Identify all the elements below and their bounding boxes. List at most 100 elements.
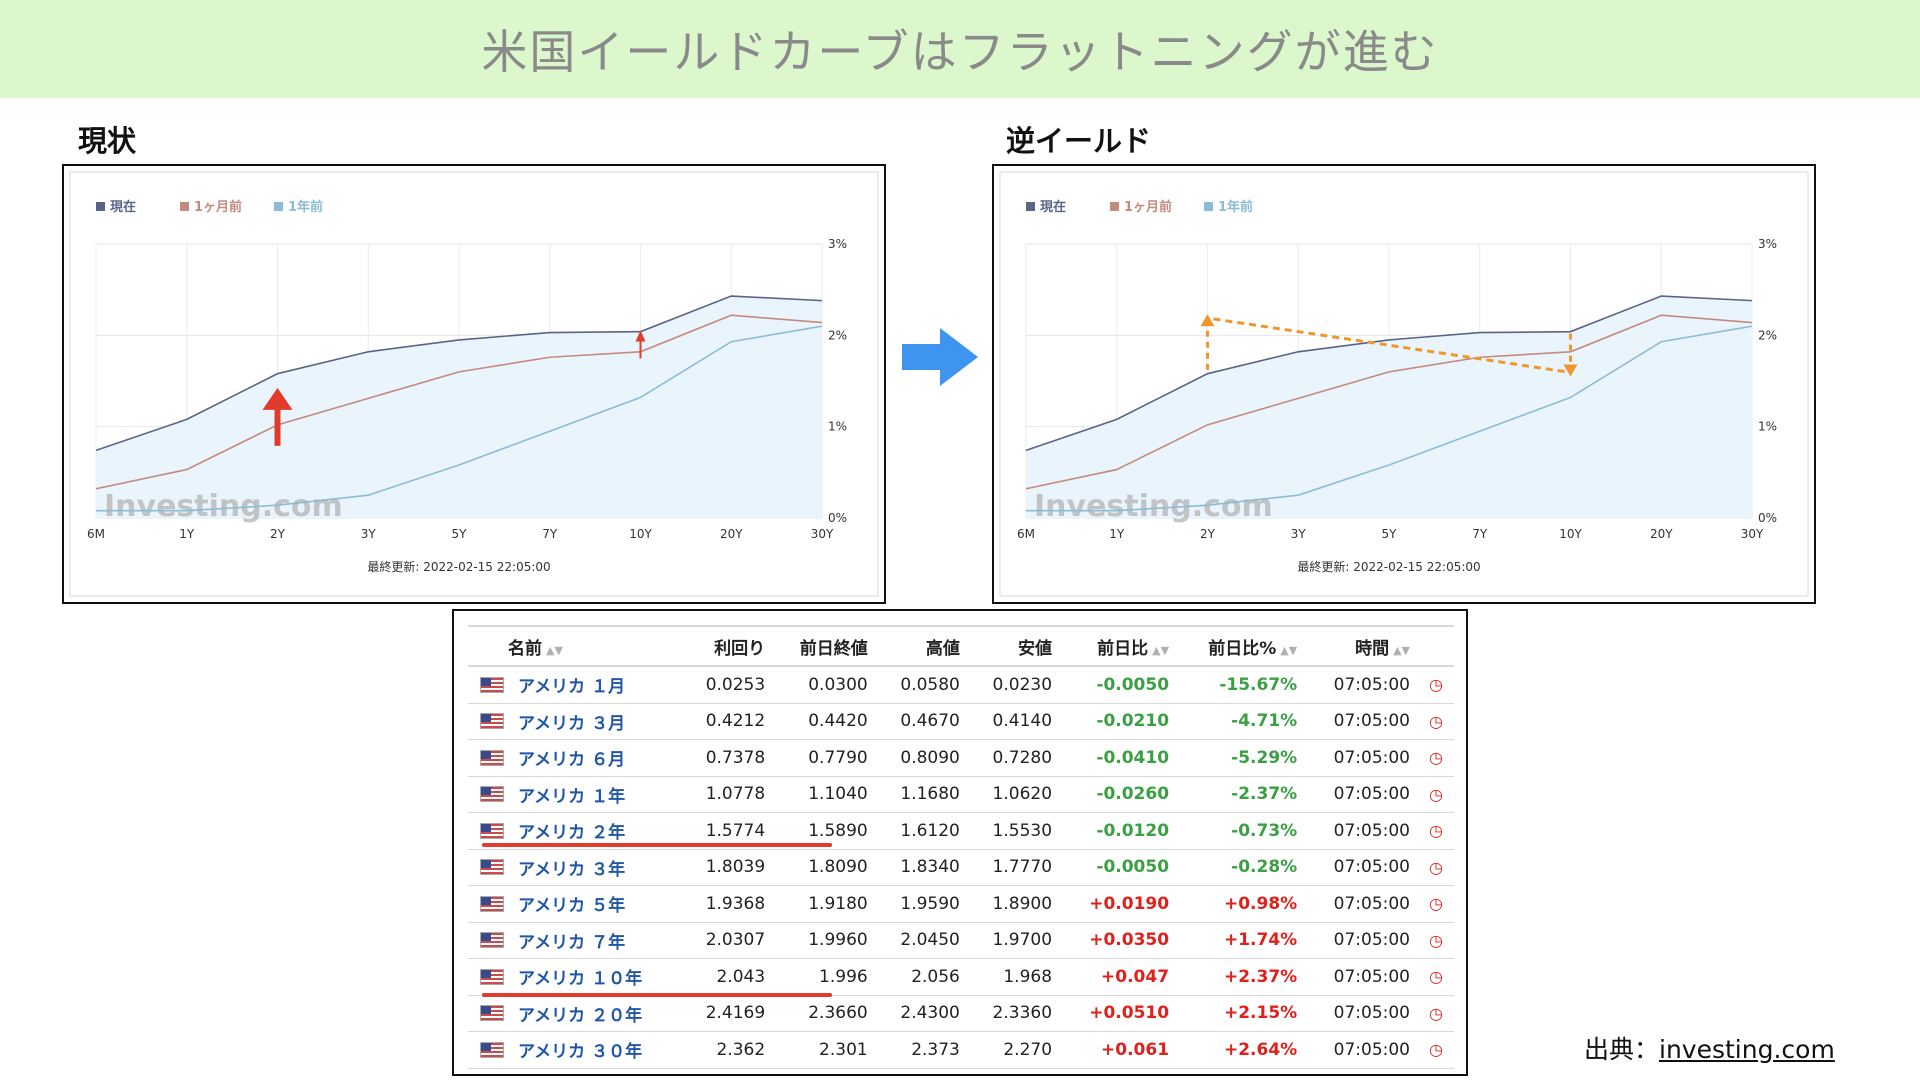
- table-row[interactable]: アメリカ １月 0.0253 0.0300 0.0580 0.0230 -0.0050 -1…: [468, 666, 1454, 704]
- legend-swatch: [1110, 202, 1119, 211]
- col-header-high: 高値: [875, 625, 968, 667]
- table-row[interactable]: アメリカ ７年 2.0307 1.9960 2.0450 1.9700 +0.0350 +1…: [468, 922, 1454, 959]
- y-tick-label: 0%: [1758, 511, 1777, 525]
- series-line: [95, 314, 823, 490]
- yield-cell: 0.0253: [681, 666, 774, 704]
- us-flag-icon: [480, 676, 504, 693]
- us-flag-icon: [480, 1005, 504, 1022]
- change-pct-cell: -0.73%: [1177, 812, 1306, 850]
- clock-icon: ◷: [1418, 922, 1454, 959]
- sort-icon[interactable]: ▲▼: [1393, 643, 1410, 657]
- prev-close-cell: 2.301: [773, 1031, 876, 1069]
- yield-cell: 2.4169: [681, 995, 774, 1032]
- bond-name-link[interactable]: アメリカ ７年: [510, 922, 682, 959]
- prev-close-cell: 0.4420: [773, 703, 876, 740]
- bond-name-link[interactable]: アメリカ ３０年: [510, 1031, 682, 1069]
- bond-name-link[interactable]: アメリカ １０年: [510, 958, 682, 996]
- x-tick-label: 6M: [87, 527, 105, 541]
- col-header-prev-close: 前日終値: [773, 625, 876, 667]
- high-cell: 2.373: [875, 1031, 968, 1069]
- low-cell: 1.5530: [967, 812, 1061, 850]
- high-cell: 2.056: [875, 958, 968, 996]
- time-cell: 07:05:00: [1305, 995, 1418, 1032]
- yield-table: 名前 ▲▼ 利回り 前日終値 高値 安値 前日比 ▲▼ 前日比% ▲▼ 時間 ▲▼ アメ…: [468, 625, 1454, 1069]
- bond-name-link[interactable]: アメリカ ３月: [510, 703, 682, 740]
- col-header-change[interactable]: 前日比 ▲▼: [1060, 625, 1178, 667]
- high-cell: 1.6120: [875, 812, 968, 850]
- y-tick-label: 1%: [1758, 420, 1777, 434]
- low-cell: 1.7770: [967, 849, 1061, 886]
- series-line: [96, 325, 823, 512]
- yield-cell: 2.0307: [681, 922, 774, 959]
- bond-name-link[interactable]: アメリカ ５年: [510, 885, 682, 923]
- x-tick-label: 2Y: [270, 527, 286, 541]
- flag-cell: [468, 922, 510, 959]
- col-header-name[interactable]: 名前 ▲▼: [468, 625, 682, 667]
- bond-name-link[interactable]: アメリカ ３年: [510, 849, 682, 886]
- high-cell: 0.8090: [875, 739, 968, 777]
- change-cell: -0.0210: [1060, 703, 1178, 740]
- yield-chart-inverted-svg: 現在 1ヶ月前 1年前 0% 1% 2% 3% Investing.com 6M 1Y 2Y 3Y 5Y…: [999, 171, 1809, 597]
- change-pct-cell: +1.74%: [1177, 922, 1306, 959]
- source-link[interactable]: investing.com: [1659, 1035, 1835, 1064]
- clock-icon: ◷: [1418, 703, 1454, 740]
- legend-swatch: [96, 202, 105, 211]
- sort-icon[interactable]: ▲▼: [1280, 643, 1298, 657]
- us-flag-icon: [480, 895, 504, 912]
- investing-watermark: Investing.com: [1034, 489, 1273, 524]
- clock-icon: ◷: [1418, 776, 1454, 813]
- change-pct-cell: -0.28%: [1177, 849, 1306, 886]
- legend-label: 現在: [110, 199, 136, 215]
- table-row[interactable]: アメリカ ３年 1.8039 1.8090 1.8340 1.7770 -0.0050 -0…: [468, 849, 1454, 886]
- flag-cell: [468, 776, 510, 813]
- col-header-change-pct[interactable]: 前日比% ▲▼: [1177, 625, 1306, 667]
- x-tick-label: 5Y: [452, 527, 468, 541]
- low-cell: 1.968: [967, 958, 1061, 996]
- col-header-time[interactable]: 時間 ▲▼: [1305, 625, 1418, 667]
- x-tick-label: 1Y: [1109, 527, 1125, 541]
- change-cell: +0.061: [1060, 1031, 1178, 1069]
- sort-icon[interactable]: ▲▼: [1152, 643, 1170, 657]
- table-row[interactable]: アメリカ １年 1.0778 1.1040 1.1680 1.0620 -0.0260 -2…: [468, 776, 1454, 813]
- table-row[interactable]: アメリカ ５年 1.9368 1.9180 1.9590 1.8900 +0.0190 +0…: [468, 885, 1454, 923]
- low-cell: 0.4140: [967, 703, 1061, 740]
- high-cell: 1.1680: [875, 776, 968, 813]
- yield-cell: 1.0778: [681, 776, 774, 813]
- time-cell: 07:05:00: [1305, 703, 1418, 740]
- table-row[interactable]: アメリカ ６月 0.7378 0.7790 0.8090 0.7280 -0.0410 -5…: [468, 739, 1454, 777]
- legend-swatch: [1026, 202, 1035, 211]
- col-header-yield: 利回り: [681, 625, 774, 667]
- series-line: [1025, 295, 1753, 452]
- table-row[interactable]: アメリカ ２０年 2.4169 2.3660 2.4300 2.3360 +0.0510 +…: [468, 995, 1454, 1032]
- low-cell: 0.0230: [967, 666, 1061, 704]
- time-cell: 07:05:00: [1305, 849, 1418, 886]
- arrowhead-up-icon: [1200, 314, 1215, 327]
- inverted-yield-label: 逆イールド: [1006, 124, 1152, 158]
- table-row[interactable]: アメリカ ３月 0.4212 0.4420 0.4670 0.4140 -0.0210 -4…: [468, 703, 1454, 740]
- bond-name-link[interactable]: アメリカ １年: [510, 776, 682, 813]
- x-tick-label: 5Y: [1382, 527, 1398, 541]
- up-arrow-10y-head-icon: [635, 330, 646, 342]
- change-pct-cell: +2.37%: [1177, 958, 1306, 996]
- change-cell: +0.0350: [1060, 922, 1178, 959]
- arrowhead-down-icon: [1563, 364, 1578, 377]
- bond-name-link[interactable]: アメリカ ２０年: [510, 995, 682, 1032]
- high-cell: 0.4670: [875, 703, 968, 740]
- table-row[interactable]: アメリカ ２年 1.5774 1.5890 1.6120 1.5530 -0.0120 -0…: [468, 812, 1454, 850]
- x-tick-label: 30Y: [811, 527, 834, 541]
- bond-name-link[interactable]: アメリカ １月: [510, 666, 682, 704]
- clock-icon: ◷: [1418, 812, 1454, 850]
- table-row[interactable]: アメリカ ３０年 2.362 2.301 2.373 2.270 +0.061 +2.64%…: [468, 1031, 1454, 1069]
- sort-icon[interactable]: ▲▼: [546, 643, 563, 657]
- us-flag-icon: [480, 786, 504, 803]
- up-arrow-2y-head-icon: [262, 387, 293, 410]
- us-flag-icon: [480, 822, 504, 839]
- prev-close-cell: 0.0300: [773, 666, 876, 704]
- change-cell: -0.0260: [1060, 776, 1178, 813]
- page-title: 米国イールドカーブはフラットニングが進む: [481, 25, 1439, 79]
- low-cell: 2.3360: [967, 995, 1061, 1032]
- high-cell: 2.0450: [875, 922, 968, 959]
- table-row[interactable]: アメリカ １０年 2.043 1.996 2.056 1.968 +0.047 +2.37%…: [468, 958, 1454, 996]
- legend-label: 1ヶ月前: [194, 199, 242, 215]
- bond-name-link[interactable]: アメリカ ６月: [510, 739, 682, 777]
